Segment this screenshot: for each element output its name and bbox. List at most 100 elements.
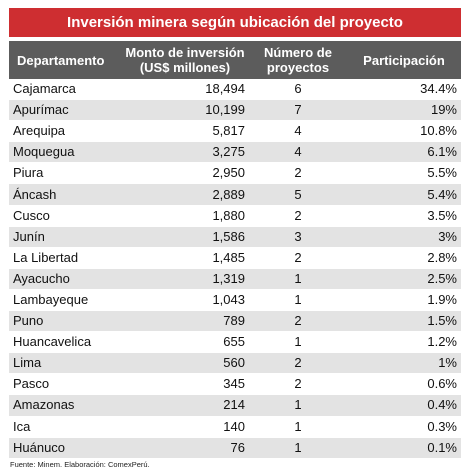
cell-participacion: 0.6% [347,373,461,396]
table-row: Huancavelica 655 1 1.2% [9,331,461,354]
cell-departamento: Cusco [9,205,121,227]
cell-monto: 560 [121,352,249,375]
cell-participacion: 5.5% [347,162,461,185]
cell-participacion: 3.5% [347,205,461,227]
cell-numero: 2 [249,373,347,396]
cell-numero: 2 [249,247,347,269]
cell-monto: 789 [121,310,249,333]
cell-participacion: 0.3% [347,416,461,438]
cell-departamento: Junín [9,226,121,248]
cell-numero: 1 [249,331,347,354]
table-row: Moquegua 3,275 4 6.1% [9,141,461,164]
cell-participacion: 0.1% [347,437,461,459]
table-row: Lima 560 2 1% [9,352,461,375]
cell-monto: 1,319 [121,268,249,290]
cell-monto: 10,199 [121,99,249,122]
cell-monto: 18,494 [121,79,249,101]
cell-monto: 1,586 [121,226,249,248]
cell-departamento: Cajamarca [9,79,121,101]
cell-monto: 76 [121,437,249,459]
cell-participacion: 2.8% [347,247,461,269]
table-row: Cajamarca 18,494 6 34.4% [9,79,461,101]
cell-departamento: Arequipa [9,120,121,143]
table-row: Cusco 1,880 2 3.5% [9,205,461,227]
table-row: Lambayeque 1,043 1 1.9% [9,289,461,312]
table-row: Arequipa 5,817 4 10.8% [9,120,461,143]
header-monto: Monto de inversión (US$ millones) [121,41,249,79]
cell-numero: 2 [249,352,347,375]
table-row: Áncash 2,889 5 5.4% [9,183,461,206]
cell-monto: 1,880 [121,205,249,227]
cell-departamento: Huánuco [9,437,121,459]
header-row: Departamento Monto de inversión (US$ mil… [9,41,461,79]
cell-participacion: 5.4% [347,183,461,206]
table-row: Amazonas 214 1 0.4% [9,394,461,417]
table-row: Huánuco 76 1 0.1% [9,437,461,459]
cell-departamento: Puno [9,310,121,333]
source-note: Fuente: Minem. Elaboración: ComexPerú. [10,460,150,469]
cell-departamento: Lima [9,352,121,375]
table-title: Inversión minera según ubicación del pro… [9,8,461,37]
cell-monto: 2,950 [121,162,249,185]
table-row: Ica 140 1 0.3% [9,416,461,438]
cell-monto: 214 [121,394,249,417]
cell-departamento: Moquegua [9,141,121,164]
cell-participacion: 19% [347,99,461,122]
table-row: Ayacucho 1,319 1 2.5% [9,268,461,290]
cell-departamento: La Libertad [9,247,121,269]
header-departamento-label: Departamento [17,52,105,68]
cell-monto: 3,275 [121,141,249,164]
cell-departamento: Ica [9,416,121,438]
table-header: Departamento Monto de inversión (US$ mil… [9,41,461,79]
cell-departamento: Piura [9,162,121,185]
cell-numero: 1 [249,437,347,459]
cell-participacion: 1% [347,352,461,375]
cell-monto: 345 [121,373,249,396]
cell-numero: 2 [249,205,347,227]
cell-departamento: Pasco [9,373,121,396]
cell-numero: 5 [249,183,347,206]
header-departamento: Departamento [9,41,121,79]
cell-numero: 1 [249,394,347,417]
cell-participacion: 3% [347,226,461,248]
cell-monto: 1,485 [121,247,249,269]
cell-numero: 2 [249,310,347,333]
table-row: Apurímac 10,199 7 19% [9,99,461,122]
cell-departamento: Apurímac [9,99,121,122]
table-row: Piura 2,950 2 5.5% [9,162,461,185]
cell-participacion: 1.9% [347,289,461,312]
header-monto-line1: Monto de inversión [125,45,245,60]
cell-monto: 655 [121,331,249,354]
cell-numero: 7 [249,99,347,122]
cell-monto: 140 [121,416,249,438]
cell-departamento: Huancavelica [9,331,121,354]
cell-monto: 2,889 [121,183,249,206]
table-row: La Libertad 1,485 2 2.8% [9,247,461,269]
cell-participacion: 1.5% [347,310,461,333]
cell-numero: 4 [249,120,347,143]
cell-numero: 3 [249,226,347,248]
header-numero: Número de proyectos [249,41,347,79]
cell-numero: 1 [249,268,347,290]
cell-participacion: 34.4% [347,79,461,101]
header-monto-line2: (US$ millones) [139,60,231,75]
cell-participacion: 10.8% [347,120,461,143]
cell-numero: 1 [249,416,347,438]
cell-numero: 6 [249,79,347,101]
cell-departamento: Lambayeque [9,289,121,312]
header-participacion-label: Participación [363,52,445,68]
table-row: Junín 1,586 3 3% [9,226,461,248]
cell-departamento: Amazonas [9,394,121,417]
header-participacion: Participación [347,41,461,79]
header-numero-line2: proyectos [266,60,330,75]
cell-participacion: 2.5% [347,268,461,290]
investment-table: Departamento Monto de inversión (US$ mil… [9,41,461,459]
cell-participacion: 6.1% [347,141,461,164]
table-row: Puno 789 2 1.5% [9,310,461,333]
cell-numero: 4 [249,141,347,164]
cell-numero: 1 [249,289,347,312]
cell-participacion: 1.2% [347,331,461,354]
header-numero-line1: Número de [264,45,332,60]
table-row: Pasco 345 2 0.6% [9,373,461,396]
table-body: Cajamarca 18,494 6 34.4% Apurímac 10,199 7 19% A… [9,79,461,459]
